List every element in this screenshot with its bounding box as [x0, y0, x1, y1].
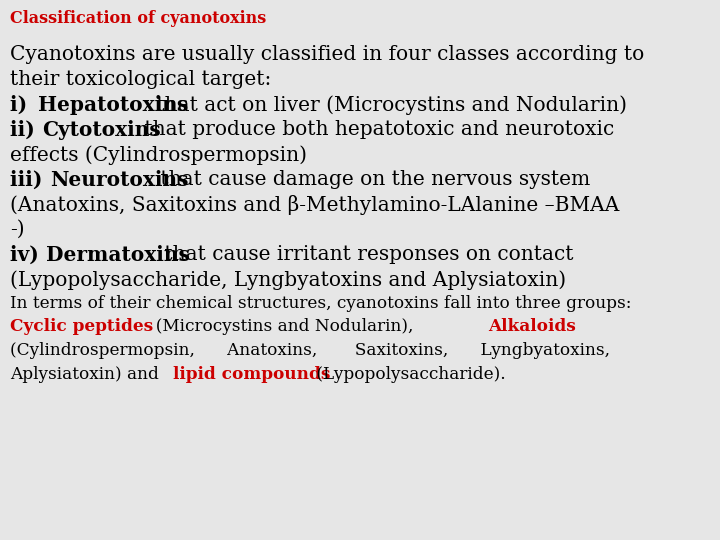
Text: their toxicological target:: their toxicological target: [10, 70, 271, 89]
Text: -): -) [10, 220, 24, 239]
Text: Neurotoxins: Neurotoxins [50, 170, 189, 190]
Text: In terms of their chemical structures, cyanotoxins fall into three groups:: In terms of their chemical structures, c… [10, 295, 631, 312]
Text: Hepatotoxins: Hepatotoxins [38, 95, 188, 115]
Text: i): i) [10, 95, 34, 115]
Text: (Microcystins and Nodularin),: (Microcystins and Nodularin), [145, 318, 424, 335]
Text: (Lypopolysaccharide).: (Lypopolysaccharide). [311, 366, 505, 383]
Text: effects (Cylindrospermopsin): effects (Cylindrospermopsin) [10, 145, 307, 165]
Text: Alkaloids: Alkaloids [488, 318, 576, 335]
Text: that act on liver (Microcystins and Nodularin): that act on liver (Microcystins and Nodu… [150, 95, 627, 114]
Text: that cause damage on the nervous system: that cause damage on the nervous system [154, 170, 590, 189]
Text: that produce both hepatotoxic and neurotoxic: that produce both hepatotoxic and neurot… [138, 120, 614, 139]
Text: ii): ii) [10, 120, 42, 140]
Text: iv): iv) [10, 245, 46, 265]
Text: Classification of cyanotoxins: Classification of cyanotoxins [10, 10, 266, 27]
Text: (Lypopolysaccharide, Lyngbyatoxins and Aplysiatoxin): (Lypopolysaccharide, Lyngbyatoxins and A… [10, 270, 566, 289]
Text: that cause irritant responses on contact: that cause irritant responses on contact [158, 245, 574, 264]
Text: Cytotoxins: Cytotoxins [42, 120, 161, 140]
Text: Cyclic peptides: Cyclic peptides [10, 318, 153, 335]
Text: (Anatoxins, Saxitoxins and β-Methylamino-LAlanine –BMAA: (Anatoxins, Saxitoxins and β-Methylamino… [10, 195, 619, 215]
Text: Dermatoxins: Dermatoxins [46, 245, 190, 265]
Text: (Cylindrospermopsin,      Anatoxins,       Saxitoxins,      Lyngbyatoxins,: (Cylindrospermopsin, Anatoxins, Saxitoxi… [10, 342, 610, 359]
Text: iii): iii) [10, 170, 50, 190]
Text: Aplysiatoxin) and: Aplysiatoxin) and [10, 366, 164, 383]
Text: Cyanotoxins are usually classified in four classes according to: Cyanotoxins are usually classified in fo… [10, 45, 644, 64]
Text: lipid compounds: lipid compounds [173, 366, 330, 383]
